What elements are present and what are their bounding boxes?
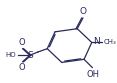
Text: O: O: [18, 63, 25, 72]
Text: HO: HO: [6, 52, 16, 58]
Text: S: S: [27, 51, 33, 60]
Text: O: O: [18, 38, 25, 47]
Text: OH: OH: [87, 70, 100, 79]
Text: CH₃: CH₃: [104, 39, 116, 45]
Text: N: N: [93, 37, 100, 46]
Text: O: O: [79, 7, 86, 16]
